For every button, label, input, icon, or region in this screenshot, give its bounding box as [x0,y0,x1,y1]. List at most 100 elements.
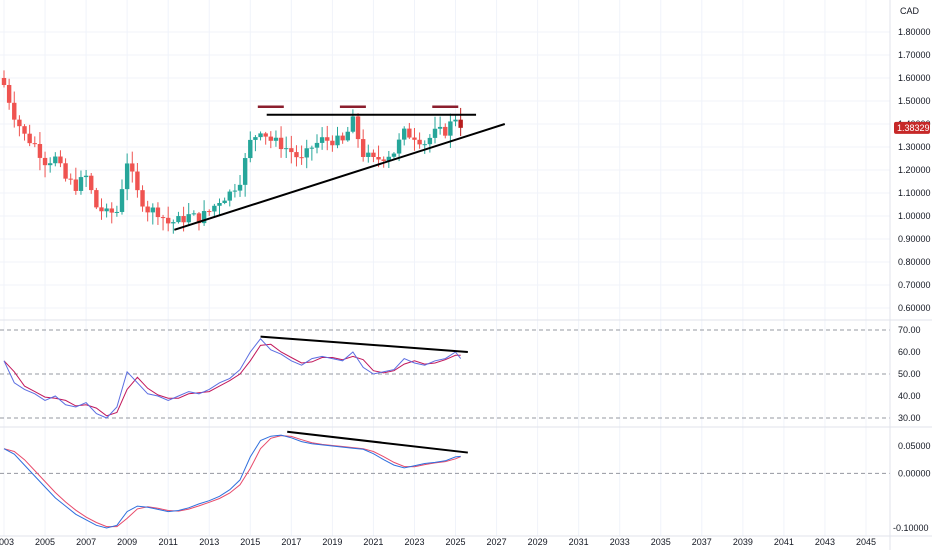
candle-body[interactable] [284,148,289,150]
candle-body[interactable] [47,163,53,166]
candle-body[interactable] [176,216,181,223]
candle-body[interactable] [396,139,402,154]
macd-signal-line[interactable] [3,435,461,528]
candle-body[interactable] [89,175,94,191]
candle-body[interactable] [181,216,186,223]
candle-body[interactable] [37,144,43,158]
candle-body[interactable] [258,133,263,138]
candle-body[interactable] [412,137,417,140]
candle-body[interactable] [145,206,150,213]
candle-body[interactable] [207,211,212,213]
candle-body[interactable] [273,137,279,141]
candle-body[interactable] [104,208,109,212]
candle-body[interactable] [360,139,366,157]
candle-body[interactable] [376,157,381,160]
candle-body[interactable] [53,156,58,164]
candle-body[interactable] [222,200,227,204]
candle-body[interactable] [268,136,274,141]
candle-body[interactable] [355,116,361,140]
candle-body[interactable] [109,208,114,213]
candle-body[interactable] [309,147,315,149]
candle-body[interactable] [171,222,176,224]
candle-body[interactable] [350,116,356,132]
rsi-signal-line[interactable] [3,343,461,417]
candle-body[interactable] [289,148,294,153]
candle-body[interactable] [186,214,191,223]
candle-body[interactable] [427,137,433,145]
candle-body[interactable] [155,207,161,218]
candle-body[interactable] [58,156,63,164]
candle-body[interactable] [237,184,243,191]
candle-body[interactable] [6,85,12,103]
candle-body[interactable] [212,205,217,212]
drawing-annotations[interactable] [174,105,506,231]
candle-body[interactable] [99,207,104,212]
candle-body[interactable] [407,128,412,138]
candle-body[interactable] [114,211,120,213]
candle-body[interactable] [294,152,299,158]
candle-body[interactable] [130,163,135,172]
candle-body[interactable] [150,207,155,213]
price-candles[interactable] [1,70,463,234]
candle-body[interactable] [27,133,32,144]
candle-body[interactable] [448,121,453,136]
candle-body[interactable] [232,190,238,192]
candle-body[interactable] [248,139,253,159]
candle-body[interactable] [201,211,207,224]
candle-body[interactable] [278,137,284,150]
candle-body[interactable] [371,152,376,158]
candle-body[interactable] [330,140,335,146]
rsi-divergence-line[interactable] [260,335,468,353]
candle-body[interactable] [160,217,166,219]
candle-body[interactable] [366,152,371,157]
candle-body[interactable] [304,148,309,158]
candle-body[interactable] [140,190,145,207]
candle-body[interactable] [242,158,248,185]
candle-body[interactable] [381,159,386,161]
candle-body[interactable] [253,137,258,140]
candle-body[interactable] [63,163,68,179]
macd-pane[interactable] [3,430,468,529]
candle-body[interactable] [314,142,320,148]
macd-divergence-line[interactable] [287,430,468,454]
price-axis[interactable]: 1.800001.700001.600001.500001.400001.300… [893,27,931,533]
candle-body[interactable] [227,191,232,201]
candle-body[interactable] [94,190,99,208]
candle-body[interactable] [73,179,79,191]
candle-body[interactable] [17,119,22,127]
candle-body[interactable] [443,126,448,136]
rsi-pane[interactable] [3,335,468,419]
candle-body[interactable] [391,153,397,157]
candle-body[interactable] [196,213,202,224]
candle-body[interactable] [458,119,463,128]
macd-line[interactable] [3,434,461,529]
candle-body[interactable] [432,128,438,138]
candle-body[interactable] [422,144,427,146]
candle-body[interactable] [42,157,48,166]
candle-body[interactable] [345,131,350,141]
rising-trendline[interactable] [174,123,506,231]
time-axis[interactable]: 2003 2005 2007 2009 2011 2013 2015 2017 2019 2021… [0,537,876,547]
candle-body[interactable] [191,213,197,215]
candle-body[interactable] [83,175,89,178]
candle-body[interactable] [68,178,73,180]
rsi-line[interactable] [3,338,462,419]
candle-body[interactable] [119,189,125,212]
candle-body[interactable] [319,137,325,143]
candle-body[interactable] [453,119,458,122]
candle-body[interactable] [340,135,345,141]
candle-body[interactable] [386,156,392,161]
candle-body[interactable] [12,102,17,120]
candle-body[interactable] [22,126,27,134]
candle-body[interactable] [437,126,443,129]
candle-body[interactable] [1,78,7,86]
candle-body[interactable] [165,217,171,224]
candle-body[interactable] [78,177,84,191]
candle-body[interactable] [335,135,340,146]
candle-body[interactable] [32,143,37,145]
candle-body[interactable] [402,128,407,140]
candle-body[interactable] [135,171,140,191]
candle-body[interactable] [325,137,330,141]
